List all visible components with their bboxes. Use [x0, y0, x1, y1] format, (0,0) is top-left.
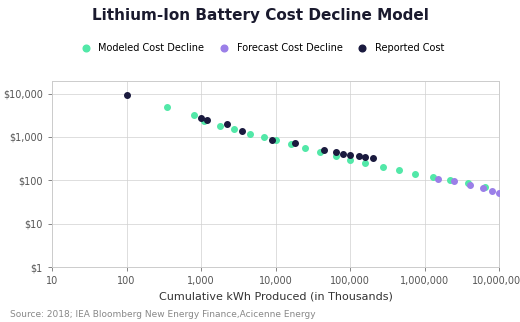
Reported Cost — [332, 150, 341, 155]
Modeled Cost Decline — [163, 105, 171, 110]
Reported Cost — [368, 156, 376, 161]
Text: Lithium-Ion Battery Cost Decline Model: Lithium-Ion Battery Cost Decline Model — [92, 8, 428, 23]
Reported Cost — [291, 140, 299, 146]
Modeled Cost Decline — [346, 157, 354, 162]
Reported Cost — [223, 121, 231, 127]
Modeled Cost Decline — [379, 164, 387, 169]
Modeled Cost Decline — [287, 141, 295, 146]
Forecast Cost Decline — [450, 179, 459, 184]
Reported Cost — [238, 129, 246, 134]
Modeled Cost Decline — [230, 127, 239, 132]
Modeled Cost Decline — [481, 185, 489, 190]
Forecast Cost Decline — [465, 182, 474, 187]
Modeled Cost Decline — [245, 131, 254, 136]
Reported Cost — [320, 147, 329, 153]
Reported Cost — [203, 117, 211, 122]
Modeled Cost Decline — [200, 119, 209, 124]
Modeled Cost Decline — [271, 137, 280, 143]
Modeled Cost Decline — [190, 112, 198, 118]
Forecast Cost Decline — [434, 176, 442, 181]
Reported Cost — [346, 152, 354, 157]
Reported Cost — [339, 151, 347, 156]
Legend: Modeled Cost Decline, Forecast Cost Decline, Reported Cost: Modeled Cost Decline, Forecast Cost Decl… — [72, 39, 448, 56]
Modeled Cost Decline — [395, 168, 403, 173]
Reported Cost — [355, 153, 363, 158]
Text: Source: 2018; IEA Bloomberg New Energy Finance,Acicenne Energy: Source: 2018; IEA Bloomberg New Energy F… — [10, 310, 316, 319]
Modeled Cost Decline — [216, 123, 224, 128]
Forecast Cost Decline — [478, 185, 487, 190]
Modeled Cost Decline — [411, 172, 420, 177]
Forecast Cost Decline — [488, 188, 496, 193]
Modeled Cost Decline — [464, 181, 472, 186]
Reported Cost — [361, 155, 370, 160]
X-axis label: Cumulative kWh Produced (in Thousands): Cumulative kWh Produced (in Thousands) — [159, 292, 393, 302]
Forecast Cost Decline — [495, 191, 503, 196]
Modeled Cost Decline — [301, 145, 309, 150]
Modeled Cost Decline — [260, 134, 268, 139]
Modeled Cost Decline — [446, 178, 454, 183]
Modeled Cost Decline — [332, 153, 341, 158]
Modeled Cost Decline — [316, 149, 324, 154]
Modeled Cost Decline — [429, 175, 437, 180]
Reported Cost — [268, 137, 276, 142]
Reported Cost — [197, 116, 205, 121]
Modeled Cost Decline — [361, 161, 370, 166]
Reported Cost — [122, 92, 131, 97]
